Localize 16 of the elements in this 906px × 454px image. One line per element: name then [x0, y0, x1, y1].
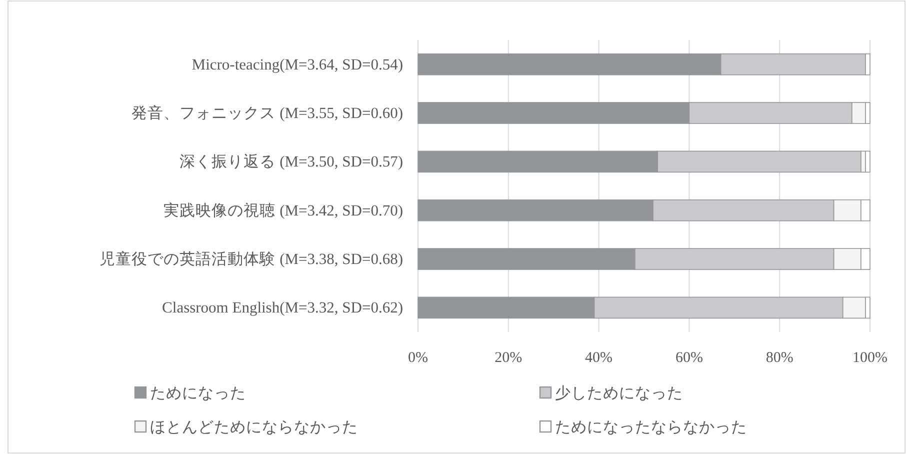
y-tick-label: 実践映像の視聴 (M=3.42, SD=0.70): [164, 201, 403, 220]
x-tick-label: 80%: [766, 350, 794, 366]
y-tick-label: Micro-teacing(M=3.64, SD=0.54): [192, 56, 403, 74]
y-tick-label: 児童役での英語活動体験 (M=3.38, SD=0.68): [100, 250, 403, 268]
legend-label: ためになったならなかった: [555, 419, 747, 436]
y-tick-label: Classroom English(M=3.32, SD=0.62): [162, 300, 403, 317]
legend-label: ためになった: [150, 385, 246, 402]
x-tick-label: 100%: [852, 350, 888, 366]
x-tick-label: 20%: [494, 350, 522, 366]
x-tick-label: 40%: [585, 350, 613, 366]
y-tick-label: 発音、フォニックス (M=3.55, SD=0.60): [132, 104, 403, 122]
x-tick-label: 60%: [675, 350, 703, 366]
x-tick-label: 0%: [408, 350, 428, 366]
y-tick-label: 深く振り返る (M=3.50, SD=0.57): [180, 152, 403, 171]
legend-label: 少しためになった: [555, 384, 683, 402]
legend-label: ほとんどためにならなかった: [150, 419, 358, 436]
